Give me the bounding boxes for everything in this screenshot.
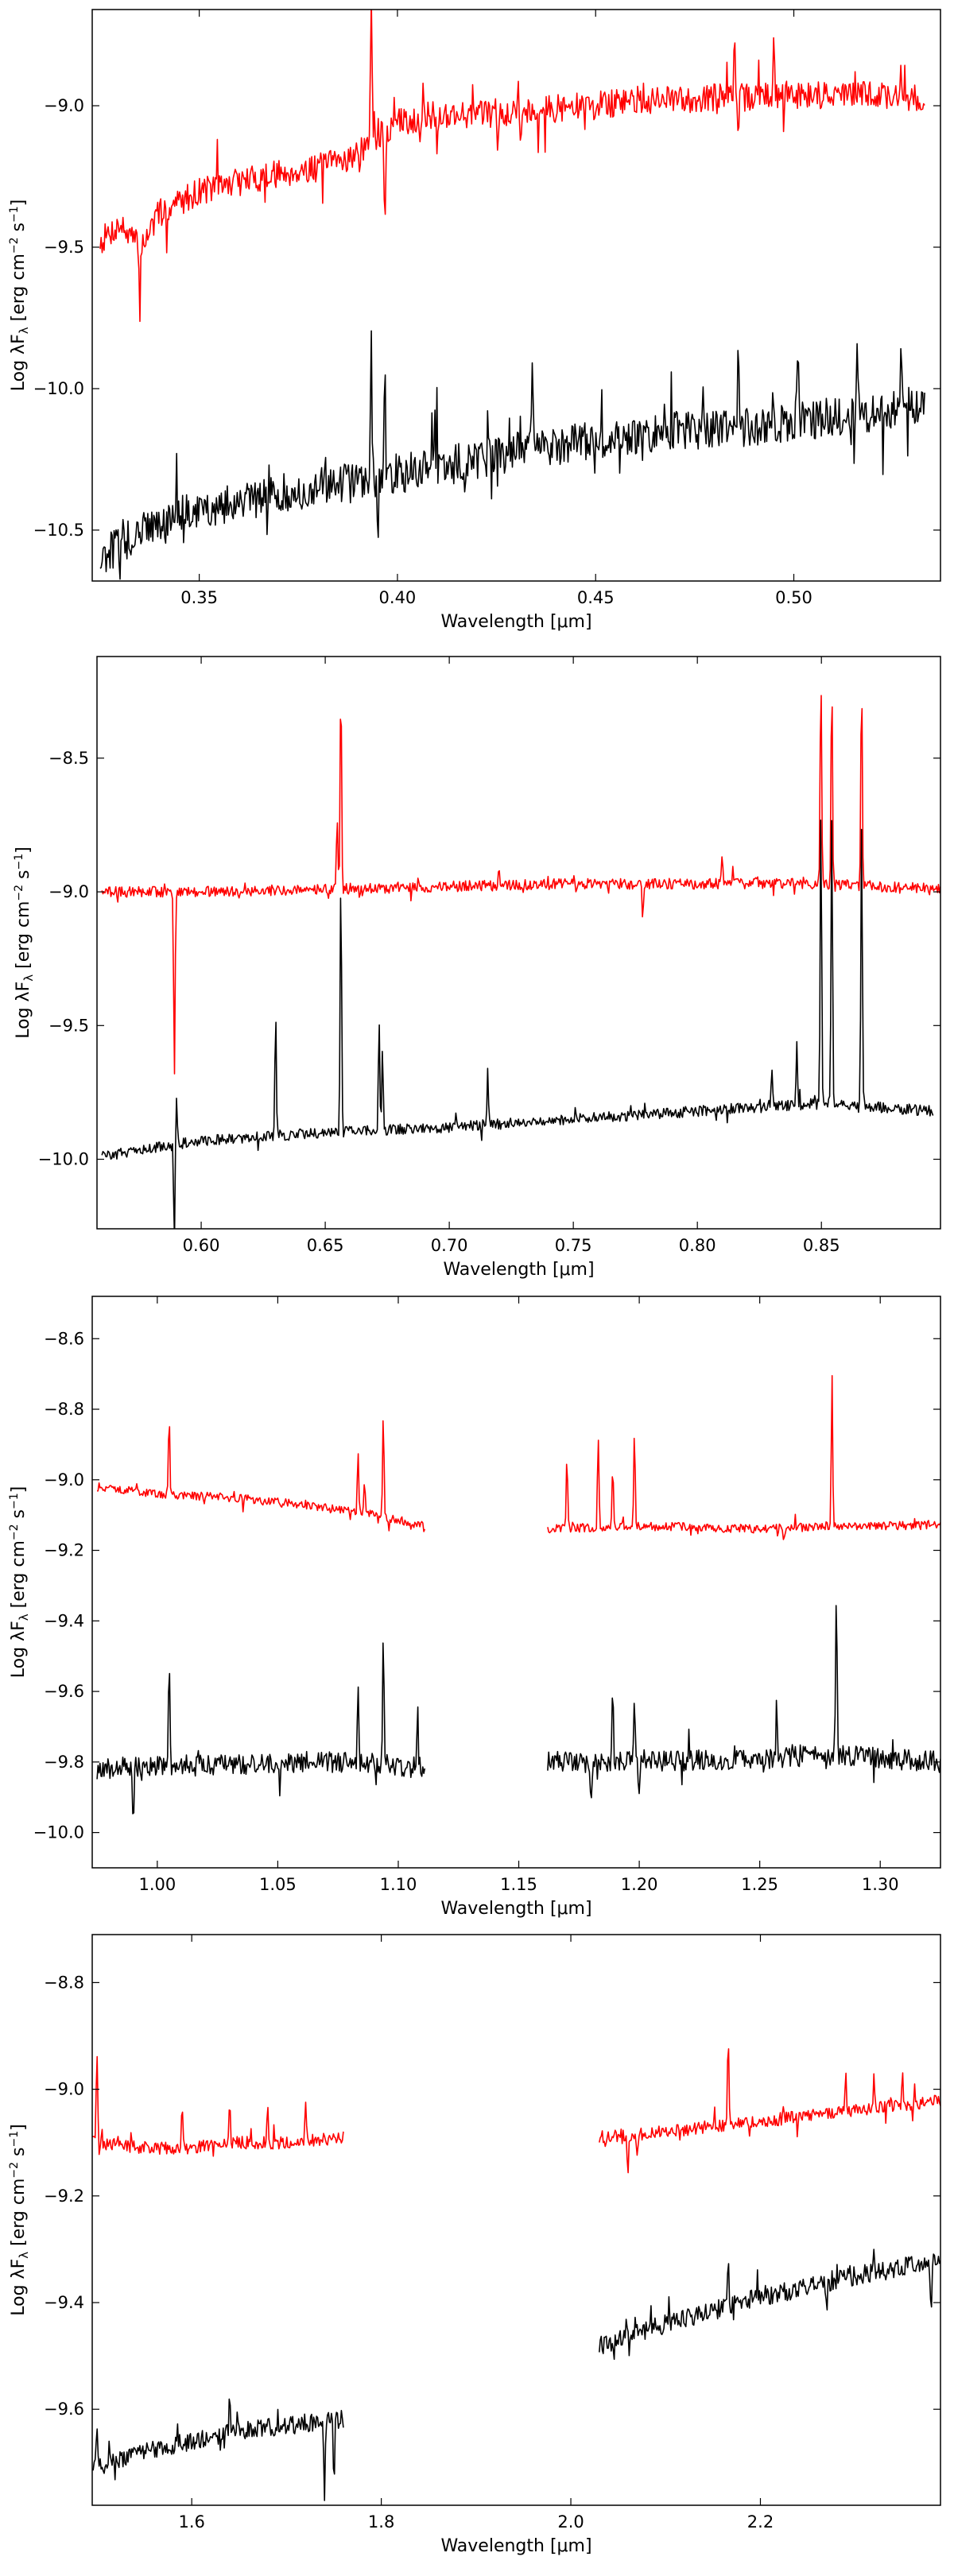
x-tick-label: 0.45 [577, 588, 615, 607]
x-tick-label: 1.05 [259, 1875, 297, 1894]
spectrum-line-red-panel-2 [101, 695, 940, 1075]
x-axis-label: Wavelength [μm] [440, 1899, 591, 1919]
x-tick-label: 0.40 [379, 588, 417, 607]
x-tick-label: 0.65 [307, 1236, 344, 1255]
plot-frame [91, 1934, 941, 2506]
plot-frame [96, 656, 941, 1230]
y-tick-label: −8.8 [44, 1400, 84, 1419]
y-tick-label: −9.4 [44, 2293, 84, 2312]
x-tick-label: 0.50 [775, 588, 812, 607]
y-tick-label: −9.0 [44, 96, 84, 115]
x-tick-label: 0.75 [555, 1236, 592, 1255]
x-tick-label: 2.0 [557, 2512, 584, 2531]
y-axis-label: Log λFλ [erg cm−2 s−1] [8, 1486, 31, 1678]
spectrum-line-red-panel-4 [92, 2048, 940, 2174]
y-tick-label: −10.0 [38, 1150, 89, 1169]
y-axis-label: Log λFλ [erg cm−2 s−1] [13, 846, 36, 1038]
y-axis-label: Log λFλ [erg cm−2 s−1] [8, 199, 31, 391]
x-tick-label: 1.30 [862, 1875, 899, 1894]
spectrum-line-red-panel-1 [99, 10, 925, 323]
spectrum-line-black-panel-3 [96, 1605, 940, 1815]
spectrum-line-black-panel-4 [92, 2249, 940, 2501]
y-tick-label: −10.5 [33, 521, 84, 540]
y-tick-label: −9.5 [44, 238, 84, 257]
spectrum-line-black-panel-1 [99, 330, 925, 580]
y-tick-label: −10.0 [33, 1823, 84, 1842]
y-axis-label: Log λFλ [erg cm−2 s−1] [8, 2124, 31, 2315]
x-tick-label: 1.20 [621, 1875, 658, 1894]
plot-frame [91, 1296, 941, 1869]
x-axis-label: Wavelength [μm] [440, 612, 591, 632]
y-tick-label: −8.6 [44, 1329, 84, 1348]
x-tick-label: 1.00 [138, 1875, 176, 1894]
x-tick-label: 0.80 [679, 1236, 716, 1255]
x-tick-label: 2.2 [747, 2512, 774, 2531]
x-axis-label: Wavelength [μm] [440, 2536, 591, 2556]
x-tick-label: 0.70 [431, 1236, 468, 1255]
x-tick-label: 1.10 [380, 1875, 417, 1894]
y-tick-label: −8.8 [44, 1973, 84, 1992]
y-tick-label: −9.2 [44, 1541, 84, 1560]
x-axis-label: Wavelength [μm] [443, 1260, 594, 1280]
x-tick-label: 1.15 [500, 1875, 537, 1894]
chart-panel-1: 0.35 0.40 0.45 0.50 −10.5 −10.0 −9.5 −9.0 Wavele… [8, 9, 941, 632]
chart-panel-4: 1.6 1.8 2.0 2.2 −9.6 −9.4 −9.2 −9.0 −8.8 Waveleng… [8, 1934, 941, 2556]
y-tick-label: −9.8 [44, 1753, 84, 1772]
x-tick-label: 1.6 [178, 2512, 204, 2531]
x-tick-label: 1.8 [368, 2512, 394, 2531]
chart-panel-2: 0.60 0.65 0.70 0.75 0.80 0.85 −10.0 −9.5 −9.0 −8.… [13, 656, 941, 1280]
y-tick-label: −9.2 [44, 2187, 84, 2206]
y-tick-label: −9.4 [44, 1611, 84, 1630]
plot-frame [91, 9, 941, 582]
y-tick-label: −8.5 [48, 749, 89, 768]
y-tick-label: −10.0 [33, 379, 84, 398]
x-tick-label: 1.25 [741, 1875, 778, 1894]
y-tick-label: −9.0 [44, 1470, 84, 1489]
y-tick-label: −9.0 [44, 2080, 84, 2099]
y-tick-label: −9.6 [44, 1682, 84, 1701]
spectrum-line-red-panel-3 [97, 1375, 940, 1540]
x-tick-label: 0.35 [180, 588, 218, 607]
x-tick-label: 0.85 [803, 1236, 840, 1255]
y-tick-label: −9.6 [44, 2400, 84, 2419]
spectrum-line-black-panel-2 [101, 819, 934, 1229]
x-tick-label: 0.60 [183, 1236, 220, 1255]
y-tick-label: −9.0 [48, 882, 89, 901]
y-tick-label: −9.5 [48, 1016, 89, 1035]
chart-panel-3: 1.00 1.05 1.10 1.15 1.20 1.25 1.30 −10.0 −9.8 −9.… [8, 1296, 941, 1919]
